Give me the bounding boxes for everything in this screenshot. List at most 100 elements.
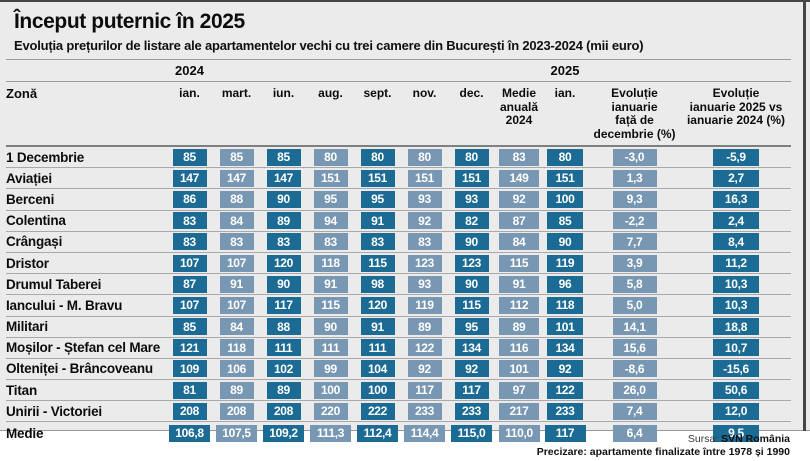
value-band: 26,0	[612, 381, 657, 399]
table-cell: 83	[166, 212, 213, 230]
table-cell: 134	[543, 339, 587, 357]
value-band: 106	[219, 360, 254, 378]
value-band: 83	[266, 233, 301, 251]
table-cell: 106,8	[166, 424, 213, 442]
zone-label: 1 Decembrie	[6, 149, 85, 165]
table-cell: 115	[495, 254, 543, 272]
table-cell: 111	[354, 339, 401, 357]
value-band: 90	[454, 275, 489, 293]
value-band: 83	[499, 148, 539, 166]
table-cell: 118	[543, 296, 587, 314]
value-band: 5,0	[612, 296, 657, 314]
value-band: 147	[219, 169, 254, 187]
table-cell: 115	[354, 254, 401, 272]
value-band: 220	[313, 402, 348, 420]
column-header-evolutie-anuala: Evoluție ianuarie 2025 vs ianuarie 2024 …	[686, 86, 786, 127]
table-cell: -2,2	[587, 212, 682, 230]
source-value: SVN România	[721, 433, 790, 445]
divider	[6, 81, 791, 82]
value-band: 115	[313, 296, 348, 314]
table-cell: -8,6	[587, 360, 682, 378]
value-band: -8,6	[612, 360, 657, 378]
table-cell: 83	[495, 148, 543, 166]
value-band: 107	[219, 296, 254, 314]
value-band: 119	[407, 296, 442, 314]
table-cell: 87	[495, 212, 543, 230]
value-band: 16,3	[713, 190, 759, 208]
table-cell: 10,7	[682, 339, 790, 357]
column-header-ian-2025: ian.	[554, 86, 576, 100]
value-band: 89	[266, 381, 301, 399]
table-cell: 9,5	[682, 424, 790, 442]
zone-label: Crângași	[6, 234, 63, 250]
value-band: 91	[360, 318, 395, 336]
right-frame-line	[803, 0, 806, 431]
value-band: 147	[266, 169, 301, 187]
table-cell: 222	[354, 402, 401, 420]
value-band: 80	[454, 148, 489, 166]
value-band: 123	[454, 254, 489, 272]
value-band: 82	[454, 212, 489, 230]
table-cell: 109,2	[260, 424, 307, 442]
column-header-evolutie-dec: Evoluție ianuarie față de decembrie (%)	[593, 86, 676, 141]
table-cell: 80	[401, 148, 448, 166]
table-cell: 50,6	[682, 381, 790, 399]
table-cell: 83	[166, 233, 213, 251]
table-cell: 89	[260, 212, 307, 230]
value-band: 112	[499, 296, 539, 314]
value-band: 107	[172, 296, 207, 314]
value-band: 80	[313, 148, 348, 166]
table-cell: 111,3	[307, 424, 354, 442]
table-cell: 147	[260, 169, 307, 187]
value-band: 81	[172, 381, 207, 399]
table-cell: 119	[401, 296, 448, 314]
table-cell: 90	[260, 190, 307, 208]
table-cell: 86	[166, 190, 213, 208]
table-cell: 233	[543, 402, 587, 420]
zone-label: Medie	[6, 425, 44, 441]
column-header-medie-anuala: Medie anuală 2024	[499, 86, 538, 127]
top-frame-line	[0, 0, 810, 2]
value-band: 119	[547, 254, 583, 272]
value-band: 208	[172, 402, 207, 420]
value-band: 94	[313, 212, 348, 230]
table-cell: 123	[448, 254, 495, 272]
value-band: 92	[454, 360, 489, 378]
table-cell: 117	[401, 381, 448, 399]
value-band: 102	[266, 360, 301, 378]
table-cell: 233	[448, 402, 495, 420]
table-cell: 120	[260, 254, 307, 272]
year-group-2024: 2024	[175, 63, 204, 78]
value-band: 101	[547, 318, 583, 336]
table-cell: -15,6	[682, 360, 790, 378]
table-cell: 93	[448, 190, 495, 208]
value-band: 233	[454, 402, 489, 420]
column-header-sept: sept.	[363, 86, 392, 100]
table-cell: 81	[166, 381, 213, 399]
table-cell: 80	[543, 148, 587, 166]
source-label: Sursa:	[687, 433, 719, 445]
table-cell: 85	[260, 148, 307, 166]
table-cell: 115,0	[448, 424, 495, 442]
table-cell: 85	[166, 318, 213, 336]
value-band: 97	[499, 381, 539, 399]
table-cell: 85	[213, 148, 260, 166]
value-band: 114,4	[404, 424, 445, 442]
table-cell: 10,3	[682, 296, 790, 314]
table-cell: 123	[401, 254, 448, 272]
value-band: 6,4	[612, 424, 657, 442]
column-header-dec: dec.	[459, 86, 484, 100]
table-cell: 111	[307, 339, 354, 357]
table-cell: 208	[213, 402, 260, 420]
table-cell: 208	[260, 402, 307, 420]
value-band: 120	[266, 254, 301, 272]
table-cell: 134	[448, 339, 495, 357]
table-row: Olteniței - Brâncoveanu 109 106 102 99 104 92 9…	[6, 359, 791, 381]
value-band: 110,0	[498, 424, 540, 442]
table-cell: 85	[543, 212, 587, 230]
table-cell: 85	[166, 148, 213, 166]
column-header-zona: Zonă	[6, 86, 38, 101]
value-band: 151	[360, 169, 395, 187]
value-band: 87	[172, 275, 207, 293]
table-cell: 99	[307, 360, 354, 378]
